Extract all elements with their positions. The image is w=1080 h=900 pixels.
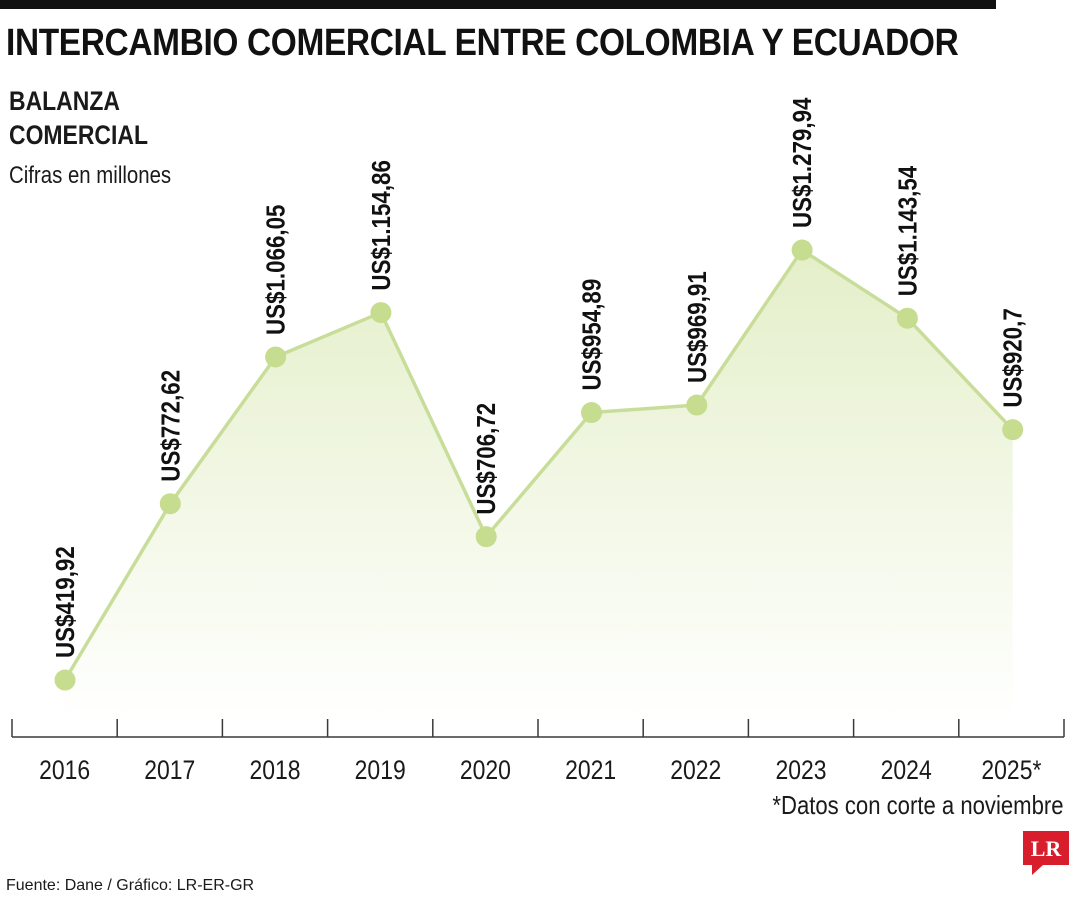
x-tick-label: 2022 [670, 755, 721, 785]
data-label: US$1.066,05 [262, 205, 291, 335]
data-point [265, 346, 287, 368]
area-layer [65, 250, 1013, 721]
units-note: Cifras en millones [9, 162, 172, 189]
footnote: *Datos con corte a noviembre [772, 790, 1064, 820]
data-label: US$419,92 [51, 546, 80, 658]
lr-logo: LR [1023, 831, 1069, 875]
chart-subtitle: BALANZA COMERCIAL [9, 84, 148, 152]
data-point [896, 307, 918, 329]
series-line-layer [63, 248, 1014, 681]
data-point [791, 239, 813, 261]
data-point [581, 402, 602, 424]
data-point [475, 526, 497, 548]
data-point [1002, 419, 1024, 441]
data-point [686, 394, 708, 416]
x-tick-label: 2020 [460, 755, 511, 785]
source-credit: Fuente: Dane / Gráfico: LR-ER-GR [6, 877, 255, 894]
x-axis: 2016 2017 2018 2019 2020 2021 2022 2023 2024 2025… [11, 719, 1065, 785]
data-point [370, 302, 392, 324]
data-label: US$920,7 [999, 308, 1028, 407]
x-tick-label: 2021 [565, 755, 616, 785]
series-area [65, 250, 1013, 721]
data-point [54, 669, 76, 691]
series-line [63, 248, 1014, 681]
data-label: US$954,89 [578, 279, 607, 391]
x-tick-label: 2019 [355, 755, 406, 785]
data-label-layer: US$419,92 US$772,62 US$1.066,05 US$1.154,86… [51, 97, 1028, 658]
x-tick-label: 2017 [144, 755, 195, 785]
data-label: US$772,62 [157, 370, 186, 482]
data-label: US$706,72 [473, 403, 502, 515]
x-tick-label: 2024 [881, 755, 932, 785]
marker-layer [54, 239, 1024, 691]
x-tick-label: 2018 [249, 755, 300, 785]
x-tick-label: 2016 [39, 755, 90, 785]
data-label: US$1.154,86 [367, 160, 396, 290]
data-point [159, 493, 181, 515]
top-rule [0, 0, 996, 9]
data-label: US$969,91 [683, 271, 712, 383]
data-label: US$1.279,94 [789, 97, 818, 228]
subtitle-line-1: BALANZA [9, 86, 120, 116]
chart-title: INTERCAMBIO COMERCIAL ENTRE COLOMBIA Y E… [6, 22, 959, 64]
data-label: US$1.143,54 [894, 165, 923, 296]
x-tick-label: 2025* [981, 755, 1041, 785]
subtitle-line-2: COMERCIAL [9, 120, 148, 150]
svg-text:LR: LR [1031, 836, 1063, 861]
x-tick-label: 2023 [775, 755, 826, 785]
